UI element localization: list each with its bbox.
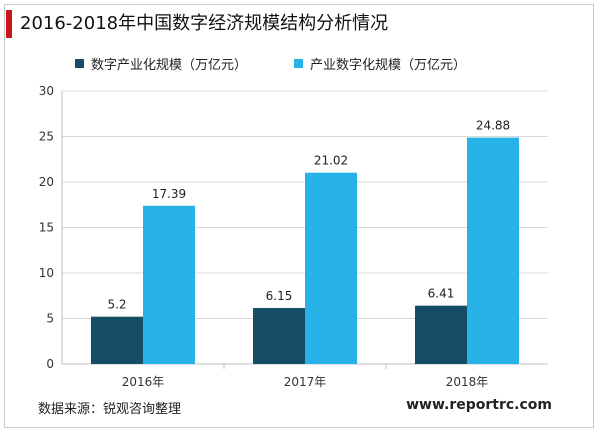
legend-label-series-1: 数字产业化规模（万亿元）	[91, 58, 248, 73]
data-label: 6.15	[266, 289, 293, 303]
page-title: 2016-2018年中国数字经济规模结构分析情况	[20, 13, 389, 34]
bar-series-1	[415, 305, 467, 364]
bar-series-1	[91, 316, 143, 364]
legend-item-series-1: 数字产业化规模（万亿元）	[75, 54, 247, 73]
y-tick-label: 25	[39, 130, 54, 144]
y-tick-label: 5	[46, 312, 54, 326]
legend: 数字产业化规模（万亿元） 产业数字化规模（万亿元）	[0, 54, 600, 74]
website-url: www.reportrc.com	[406, 397, 552, 413]
bar-series-2	[467, 137, 519, 364]
x-tick-label: 2016年	[122, 375, 165, 389]
data-label: 5.2	[107, 298, 126, 312]
legend-item-series-2: 产业数字化规模（万亿元）	[294, 54, 466, 73]
x-tick-label: 2018年	[446, 375, 489, 389]
legend-label-series-2: 产业数字化规模（万亿元）	[310, 58, 467, 73]
legend-swatch-series-1	[75, 59, 84, 68]
y-tick-label: 0	[46, 357, 54, 371]
data-label: 6.41	[428, 287, 455, 301]
data-label: 24.88	[476, 119, 510, 133]
legend-swatch-series-2	[294, 59, 303, 68]
data-label: 21.02	[314, 154, 348, 168]
y-tick-label: 10	[39, 266, 54, 280]
source-note: 数据来源：锐观咨询整理	[38, 402, 182, 417]
title-accent-bar	[6, 10, 12, 38]
y-tick-label: 30	[39, 84, 54, 98]
y-tick-label: 15	[39, 221, 54, 235]
bar-series-1	[253, 308, 305, 364]
data-label: 17.39	[152, 187, 186, 201]
bar-series-2	[143, 205, 195, 364]
bar-series-2	[305, 172, 357, 364]
y-tick-label: 20	[39, 175, 54, 189]
x-tick-label: 2017年	[284, 375, 327, 389]
